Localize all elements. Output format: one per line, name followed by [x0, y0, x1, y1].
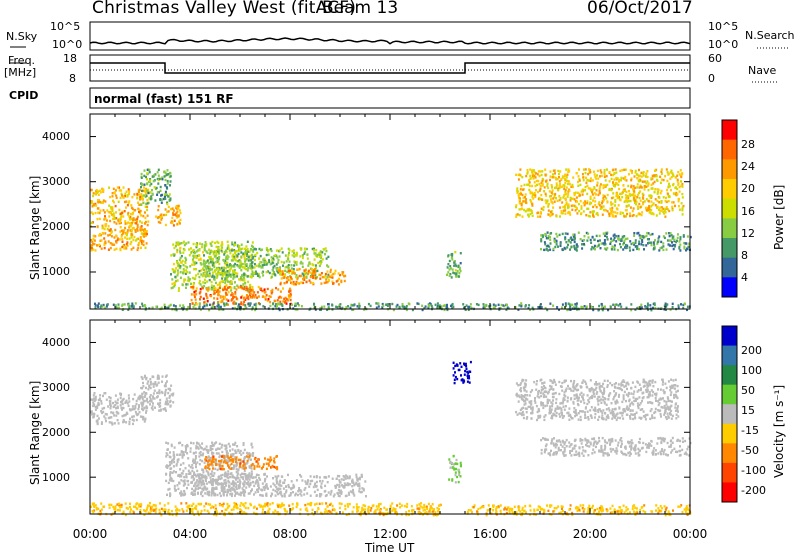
- frequency-trace: [90, 63, 690, 73]
- nsky-trace: [90, 38, 690, 44]
- power-colorbar-swatch-3: [722, 179, 737, 199]
- power-colorbar-swatch-2: [722, 159, 737, 179]
- velocity-colorbar-swatch-3: [722, 385, 737, 405]
- freq-panel-frame: [90, 55, 690, 81]
- velocity-colorbar-swatch-0: [722, 326, 737, 346]
- velocity-colorbar-swatch-6: [722, 443, 737, 463]
- power-colorbar-swatch-1: [722, 140, 737, 160]
- power-colorbar-swatch-0: [722, 120, 737, 140]
- power-colorbar-swatch-6: [722, 238, 737, 258]
- cpid-panel-frame: [90, 88, 690, 108]
- velocity-colorbar-swatch-5: [722, 424, 737, 444]
- nsky-panel-frame: [90, 22, 690, 50]
- velocity-colorbar-swatch-7: [722, 463, 737, 483]
- velocity-colorbar-swatch-2: [722, 365, 737, 385]
- power-colorbar-swatch-5: [722, 218, 737, 238]
- power-colorbar-swatch-7: [722, 258, 737, 278]
- velocity-colorbar-swatch-8: [722, 482, 737, 502]
- power-colorbar-swatch-8: [722, 277, 737, 297]
- velocity-colorbar-swatch-4: [722, 404, 737, 424]
- velocity-colorbar-swatch-1: [722, 346, 737, 366]
- power-colorbar-swatch-4: [722, 199, 737, 219]
